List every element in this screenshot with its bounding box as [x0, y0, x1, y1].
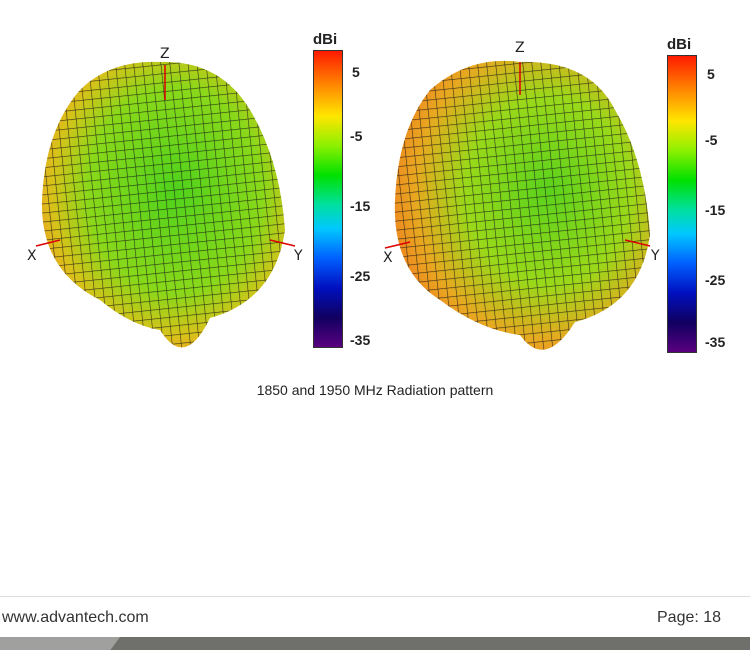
pattern-1850: [35, 61, 296, 348]
colorbar-tick: -25: [705, 272, 726, 288]
colorbar-tick: -15: [350, 198, 371, 214]
colorbar-tick: -5: [705, 132, 718, 148]
footer-bar-accent: [0, 637, 120, 650]
footer-bar: [0, 637, 750, 650]
colorbar: [313, 50, 343, 348]
colorbar-tick: -15: [705, 202, 726, 218]
colorbar-unit: dBi: [667, 36, 692, 53]
colorbar-unit: dBi: [313, 31, 338, 48]
pattern-1950: [384, 60, 651, 350]
footer-divider: [0, 596, 750, 597]
y-axis-label: Y: [294, 248, 303, 264]
colorbar-tick: -5: [350, 128, 363, 144]
x-axis-label: X: [27, 248, 37, 264]
colorbar-tick: -35: [350, 332, 371, 348]
footer-page-number: Page: 18: [657, 609, 722, 626]
colorbar-tick: -35: [705, 334, 726, 350]
z-axis-label: Z: [160, 46, 170, 62]
footer-website: www.advantech.com: [2, 609, 149, 626]
colorbar-tick: 5: [707, 66, 715, 82]
radiation-pattern-plots: [35, 60, 651, 350]
colorbar: [667, 55, 697, 353]
colorbar-tick: 5: [352, 64, 360, 80]
colorbar-tick: -25: [350, 268, 371, 284]
x-axis-label: X: [383, 250, 393, 266]
y-axis-label: Y: [651, 248, 660, 264]
figure-caption: 1850 and 1950 MHz Radiation pattern: [256, 382, 494, 398]
z-axis-label: Z: [515, 40, 525, 56]
